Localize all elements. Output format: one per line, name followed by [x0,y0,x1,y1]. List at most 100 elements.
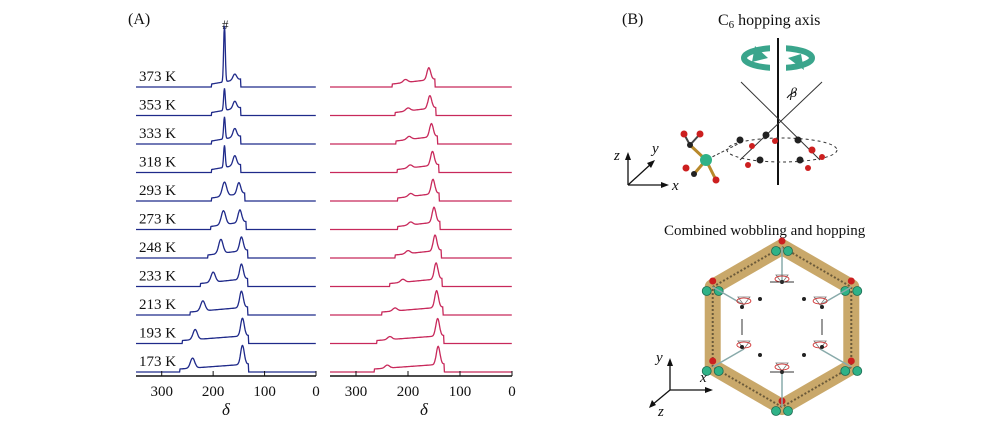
x-tick-label-exp: 200 [202,384,225,400]
guest-dot [740,345,744,349]
simulated-spectrum [330,317,512,345]
metal-node [701,366,712,376]
x-tick-label-sim: 300 [345,384,368,400]
axis-x-top: x [671,178,679,194]
temperature-label: 293 K [139,183,176,199]
x-tick-label-exp: 0 [312,384,320,400]
x-tick-label-sim: 100 [449,384,472,400]
simulated-spectra [330,67,512,373]
temperature-label: 173 K [139,354,176,370]
simulated-spectrum [330,261,512,288]
temperature-label: 353 K [139,98,176,114]
temperature-labels: 373 K 353 K 333 K 318 K 293 K 273 K 248 K 233 K… [139,69,176,370]
wobble-cone [813,296,827,306]
experimental-spectrum [136,317,316,345]
metal-node [840,366,851,376]
wobble-circle [812,341,828,349]
wobble-cone [775,362,789,372]
experimental-spectrum [136,263,316,288]
oxygen-atom [778,237,786,245]
temperature-label: 273 K [139,212,176,228]
wobble-cone [775,274,789,284]
wobble-circle [774,363,790,371]
axis-y-bottom: y [654,350,663,366]
axis-y-top: y [650,141,659,157]
simulated-spectrum [330,150,512,174]
linker [712,348,745,368]
molecule-icon [680,130,825,184]
guest-dot [820,345,824,349]
x-axis-simulated: 300 200 100 0 [330,371,516,400]
temperature-label: 248 K [139,240,176,256]
wobble-circle [736,297,752,305]
metal-node [852,286,863,296]
experimental-spectra [136,25,316,373]
metal-node [771,246,781,256]
metal-node [701,286,712,296]
experimental-spectrum [136,236,316,259]
peak-marker: # [222,17,229,32]
x-tick-label-sim: 200 [397,384,420,400]
combined-title: Combined wobbling and hopping [664,223,866,239]
axis-z-bottom: z [657,404,664,420]
guest-dot [820,305,824,309]
axis-z-top: z [613,148,620,164]
x-label-simulated: δ [420,400,429,419]
temperature-label: 333 K [139,126,176,142]
metal-node [771,406,781,416]
x-tick-label-sim: 0 [508,384,516,400]
guest-dot [740,305,744,309]
experimental-spectrum [136,290,316,316]
coordinate-axes-top [625,152,669,188]
x-label-experimental: δ [222,400,231,419]
panel-b-label: (B) [622,11,643,28]
experimental-spectrum [136,116,316,145]
metal-node [783,406,793,416]
guest-dot [802,353,806,357]
linker [712,286,745,306]
metal-node [783,246,793,256]
temperature-label: 318 K [139,155,176,171]
beta-angle-label: β [789,86,797,101]
x-axis-experimental: 300 200 100 0 [136,371,320,400]
coordinate-axes-bottom [649,358,713,408]
oxygen-atom [847,357,855,365]
wobble-circle [736,341,752,349]
simulated-spectrum [330,206,512,231]
experimental-spectrum [136,181,316,202]
guest-dot [758,353,762,357]
panel-a-label: (A) [128,11,150,28]
experimental-spectrum [136,145,316,174]
x-tick-label-exp: 300 [150,384,173,400]
simulated-spectrum [330,67,512,88]
temperature-label: 373 K [139,69,176,85]
simulated-spectrum [330,345,512,373]
experimental-spectrum [136,209,316,231]
oxygen-atom [709,357,717,365]
linker [819,348,852,368]
experimental-spectrum [136,25,316,88]
wobble-cone [737,296,751,306]
hexagonal-framework [701,237,863,416]
temperature-label: 193 K [139,326,176,342]
temperature-label: 213 K [139,297,176,313]
simulated-spectrum [330,122,512,145]
guest-dot [758,297,762,301]
oxygen-atom [709,277,717,285]
hopping-axis-title: C6 hopping axis [718,12,820,31]
metal-node [713,366,724,376]
wobble-circle [812,297,828,305]
linker [819,286,852,306]
simulated-spectrum [330,94,512,117]
experimental-spectrum [136,88,316,117]
x-tick-label-exp: 100 [253,384,276,400]
axis-x-bottom: x [699,370,707,386]
simulated-spectrum [330,234,512,259]
wobble-cone [737,340,751,350]
simulated-spectrum [330,178,512,202]
temperature-label: 233 K [139,269,176,285]
experimental-spectrum [136,344,316,373]
oxygen-atom [847,277,855,285]
wobble-cone [813,340,827,350]
